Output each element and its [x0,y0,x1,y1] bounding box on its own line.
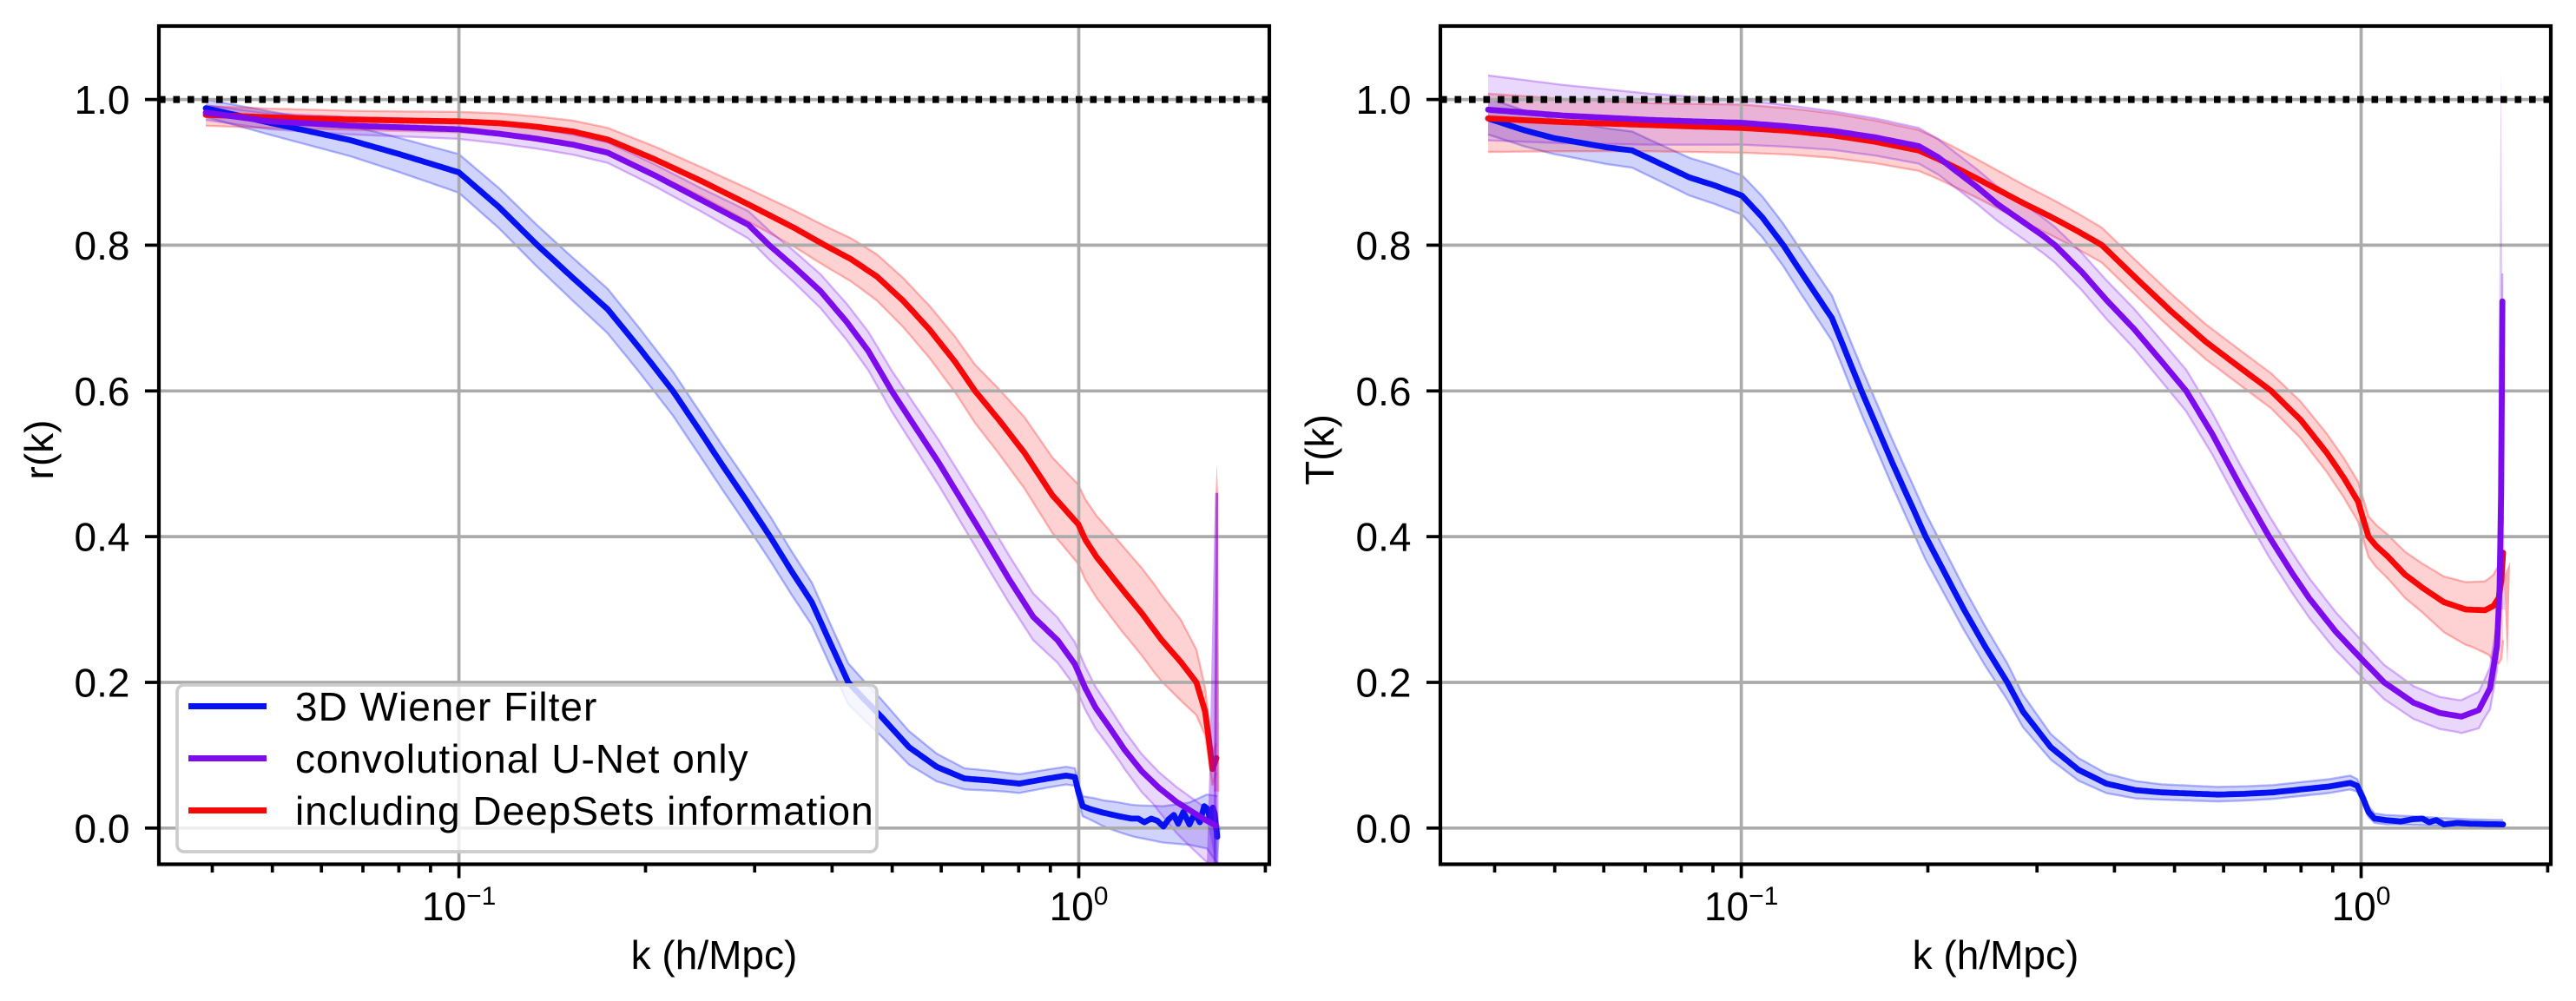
svg-text:0.8: 0.8 [1356,223,1412,268]
svg-text:T(k): T(k) [1297,414,1342,485]
svg-text:1.0: 1.0 [1356,77,1412,122]
svg-text:0.8: 0.8 [75,223,130,268]
svg-text:0.4: 0.4 [75,515,130,560]
svg-text:1.0: 1.0 [75,77,130,122]
svg-text:0.0: 0.0 [75,806,130,851]
svg-text:k (h/Mpc): k (h/Mpc) [1913,932,2079,978]
svg-text:convolutional U-Net only: convolutional U-Net only [295,736,749,781]
svg-text:0.2: 0.2 [75,661,130,706]
svg-text:0.6: 0.6 [1356,369,1412,414]
svg-text:10−1: 10−1 [1704,882,1778,929]
svg-text:0.4: 0.4 [1356,515,1412,560]
svg-text:r(k): r(k) [16,420,62,480]
svg-text:0.0: 0.0 [1356,806,1412,851]
svg-text:0.6: 0.6 [75,369,130,414]
svg-text:0.2: 0.2 [1356,661,1412,706]
svg-text:3D Wiener Filter: 3D Wiener Filter [295,684,597,729]
svg-text:including DeepSets information: including DeepSets information [295,788,874,833]
svg-text:k (h/Mpc): k (h/Mpc) [631,932,798,978]
